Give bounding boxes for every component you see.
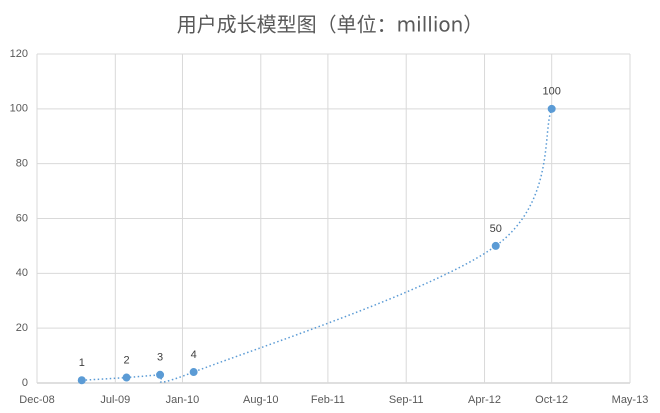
x-tick-label: Dec-08: [19, 394, 54, 406]
x-tick-label: Feb-11: [311, 394, 345, 406]
data-label: 3: [157, 352, 163, 364]
data-label: 1: [79, 357, 85, 369]
y-tick-label: 80: [16, 158, 28, 170]
x-tick-label: May-13: [612, 394, 649, 406]
point: [122, 373, 131, 382]
x-tick-label: Jan-10: [166, 394, 200, 406]
data-label: 4: [191, 349, 197, 361]
x-tick-label: Jul-09: [100, 394, 130, 406]
y-tick-label: 40: [16, 267, 28, 279]
x-tick-label: Oct-12: [535, 394, 568, 406]
x-tick-label: Sep-11: [389, 394, 424, 406]
x-tick-label: Aug-10: [243, 394, 278, 406]
y-tick-label: 100: [10, 103, 28, 115]
point: [491, 241, 500, 250]
point: [189, 368, 198, 377]
point: [156, 370, 165, 379]
data-label: 100: [542, 86, 560, 98]
y-tick-label: 120: [10, 48, 28, 60]
y-tick-label: 0: [22, 377, 28, 389]
y-tick-label: 20: [16, 322, 28, 334]
point: [77, 376, 86, 385]
trend-line: [81, 108, 553, 383]
data-label: 2: [123, 354, 129, 366]
x-tick-label: Apr-12: [468, 394, 501, 406]
chart-title: 用户成长模型图（单位：million）: [177, 13, 484, 37]
data-label: 50: [490, 223, 502, 235]
y-tick-label: 60: [16, 212, 28, 224]
point: [547, 104, 556, 113]
